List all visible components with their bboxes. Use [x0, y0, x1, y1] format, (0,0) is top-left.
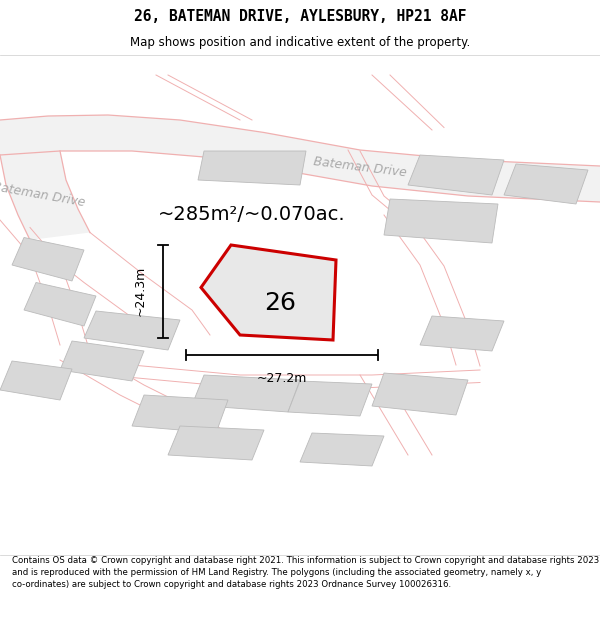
Polygon shape: [420, 316, 504, 351]
Polygon shape: [288, 381, 372, 416]
Polygon shape: [504, 164, 588, 204]
Text: Map shows position and indicative extent of the property.: Map shows position and indicative extent…: [130, 36, 470, 49]
Text: ~24.3m: ~24.3m: [134, 266, 147, 316]
Polygon shape: [300, 433, 384, 466]
Polygon shape: [372, 373, 468, 415]
Text: Contains OS data © Crown copyright and database right 2021. This information is : Contains OS data © Crown copyright and d…: [12, 556, 599, 589]
Polygon shape: [168, 426, 264, 460]
Polygon shape: [132, 395, 228, 433]
Polygon shape: [198, 151, 306, 185]
Polygon shape: [0, 115, 600, 202]
Text: ~285m²/~0.070ac.: ~285m²/~0.070ac.: [158, 206, 346, 224]
Text: 26, BATEMAN DRIVE, AYLESBURY, HP21 8AF: 26, BATEMAN DRIVE, AYLESBURY, HP21 8AF: [134, 9, 466, 24]
Text: 26: 26: [264, 291, 296, 316]
Polygon shape: [0, 151, 90, 240]
Polygon shape: [0, 361, 72, 400]
Polygon shape: [408, 155, 504, 195]
Polygon shape: [12, 238, 84, 281]
Text: Bateman Drive: Bateman Drive: [313, 156, 407, 179]
Polygon shape: [201, 245, 336, 340]
Text: Bateman Drive: Bateman Drive: [0, 181, 86, 209]
Polygon shape: [384, 199, 498, 243]
Polygon shape: [192, 375, 300, 412]
Polygon shape: [84, 311, 180, 350]
Text: ~27.2m: ~27.2m: [257, 372, 307, 386]
Polygon shape: [60, 341, 144, 381]
Polygon shape: [24, 282, 96, 326]
